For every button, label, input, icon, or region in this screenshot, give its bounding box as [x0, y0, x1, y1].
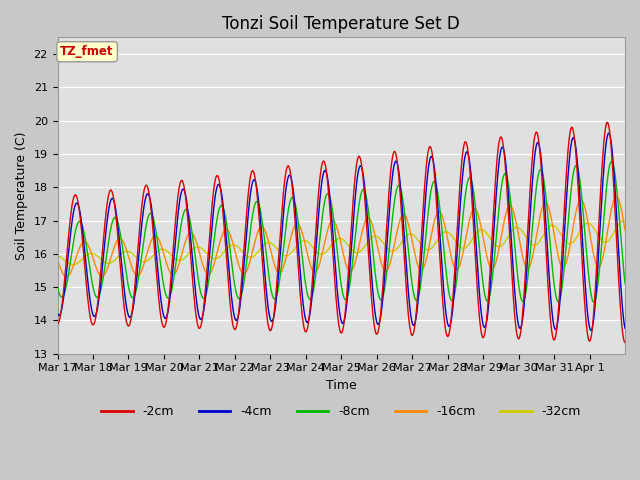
X-axis label: Time: Time: [326, 379, 356, 392]
Legend: -2cm, -4cm, -8cm, -16cm, -32cm: -2cm, -4cm, -8cm, -16cm, -32cm: [97, 400, 586, 423]
Title: Tonzi Soil Temperature Set D: Tonzi Soil Temperature Set D: [222, 15, 460, 33]
Y-axis label: Soil Temperature (C): Soil Temperature (C): [15, 132, 28, 260]
Text: TZ_fmet: TZ_fmet: [60, 45, 114, 58]
